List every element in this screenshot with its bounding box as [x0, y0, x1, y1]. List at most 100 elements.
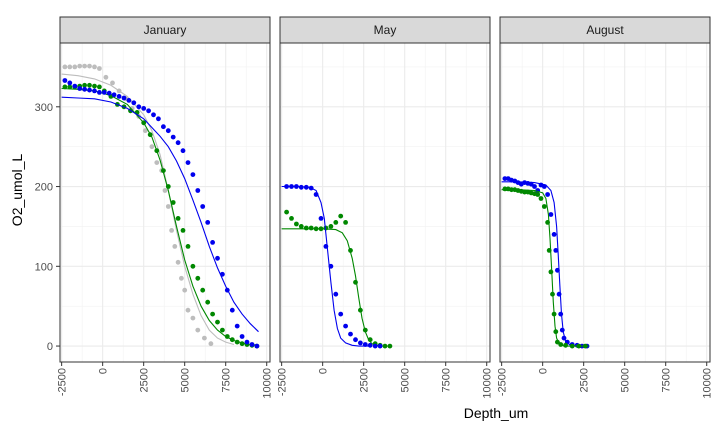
green-data-point — [576, 343, 582, 349]
panel-gridlines — [280, 43, 490, 362]
blue-data-point — [532, 184, 537, 189]
panel-border — [59, 42, 271, 363]
blue-data-point — [121, 95, 127, 101]
blue-data-point — [561, 335, 567, 341]
blue-data-point — [234, 323, 240, 329]
x-tick-label: 2500 — [579, 368, 591, 392]
green-data-point — [313, 226, 319, 232]
green-data-point — [551, 311, 557, 317]
grey-data-point — [62, 64, 68, 70]
blue-data-point — [165, 128, 171, 134]
x-tick-label: 0 — [538, 368, 550, 374]
green-data-point — [229, 337, 235, 343]
green-data-point — [358, 307, 363, 313]
green-data-point — [387, 343, 393, 349]
green-data-point — [294, 221, 299, 227]
green-data-point — [538, 196, 544, 201]
x-tick-label: 7500 — [441, 368, 453, 392]
green-data-point — [239, 341, 245, 347]
grey-data-point — [97, 66, 102, 71]
grey-data-point — [179, 275, 184, 281]
green-data-point — [180, 228, 186, 233]
y-axis-title: O2_umol_L — [9, 154, 25, 227]
blue-data-point — [254, 343, 260, 349]
facet-panel-january: January — [59, 16, 271, 363]
green-data-point — [333, 220, 339, 225]
blue-data-point — [67, 80, 73, 86]
x-tick-label: 2500 — [359, 368, 371, 392]
blue-data-point — [97, 90, 102, 95]
facet-strip — [499, 16, 711, 44]
green-data-point — [170, 200, 176, 205]
grey-data-point — [165, 204, 171, 209]
blue-data-point — [308, 185, 314, 191]
blue-data-point — [343, 323, 348, 329]
grey-data-point — [208, 341, 214, 347]
blue-data-point — [541, 184, 547, 189]
blue-data-point — [220, 271, 225, 277]
y-tick-label: 300 — [35, 102, 53, 114]
facet-strip-label: January — [144, 23, 187, 37]
green-data-point — [175, 216, 181, 221]
green-data-point — [210, 311, 216, 317]
green-data-point — [185, 244, 191, 249]
green-data-point — [569, 343, 575, 349]
grey-data-point — [185, 307, 191, 313]
grey-data-point — [172, 244, 178, 249]
green-data-point — [553, 329, 559, 335]
blue-data-point — [215, 255, 220, 261]
green-data-point — [147, 132, 153, 138]
panel-background — [280, 43, 490, 362]
blue-data-point — [136, 104, 142, 110]
green-data-point — [289, 216, 294, 221]
green-data-point — [303, 225, 309, 231]
blue-data-point — [106, 90, 112, 96]
blue-data-point — [558, 311, 564, 317]
blue-data-point — [559, 327, 565, 333]
panel-data — [281, 184, 393, 349]
green-data-point — [67, 84, 73, 90]
green-data-point — [161, 168, 166, 174]
x-tick-label: -2500 — [497, 368, 509, 396]
green-data-point — [87, 82, 92, 88]
green-data-point — [563, 342, 568, 348]
blue-data-point — [362, 342, 368, 347]
green-data-point — [328, 224, 334, 229]
blue-data-point — [190, 172, 196, 178]
blue-data-point — [313, 192, 319, 197]
facet-strip-label: August — [586, 23, 624, 37]
blue-data-point — [358, 340, 363, 346]
grey-data-point — [149, 144, 155, 150]
grey-data-point — [182, 287, 188, 293]
green-data-point — [535, 192, 541, 197]
green-data-point — [141, 120, 147, 126]
blue-data-point — [175, 140, 181, 146]
blue-data-point — [116, 94, 122, 99]
green-data-point — [200, 287, 206, 293]
panels-layer: January May August — [59, 16, 711, 363]
x-tick-label: 5000 — [620, 368, 632, 392]
blue-data-point — [205, 220, 211, 225]
green-data-point — [298, 224, 304, 229]
green-data-point — [195, 275, 201, 281]
grey-data-point — [202, 335, 207, 341]
blue-data-point — [289, 184, 294, 189]
grey-data-point — [77, 63, 83, 69]
green-data-point — [82, 82, 87, 88]
blue-data-point — [294, 184, 299, 189]
green-data-point — [353, 279, 358, 285]
blue-data-point — [151, 112, 156, 118]
blue-data-point — [141, 106, 147, 111]
panel-background — [500, 43, 710, 362]
x-tick-label: -2500 — [57, 368, 69, 396]
blue-data-point — [161, 124, 166, 130]
blue-data-point — [298, 184, 304, 190]
blue-data-point — [62, 78, 68, 83]
x-tick-label: 0 — [98, 368, 110, 374]
green-data-point — [545, 220, 550, 225]
green-data-point — [382, 343, 388, 349]
grey-data-point — [82, 63, 87, 69]
green-data-point — [220, 327, 225, 333]
x-tick-label: -2500 — [277, 368, 289, 396]
x-tick-label: 2500 — [139, 368, 151, 392]
